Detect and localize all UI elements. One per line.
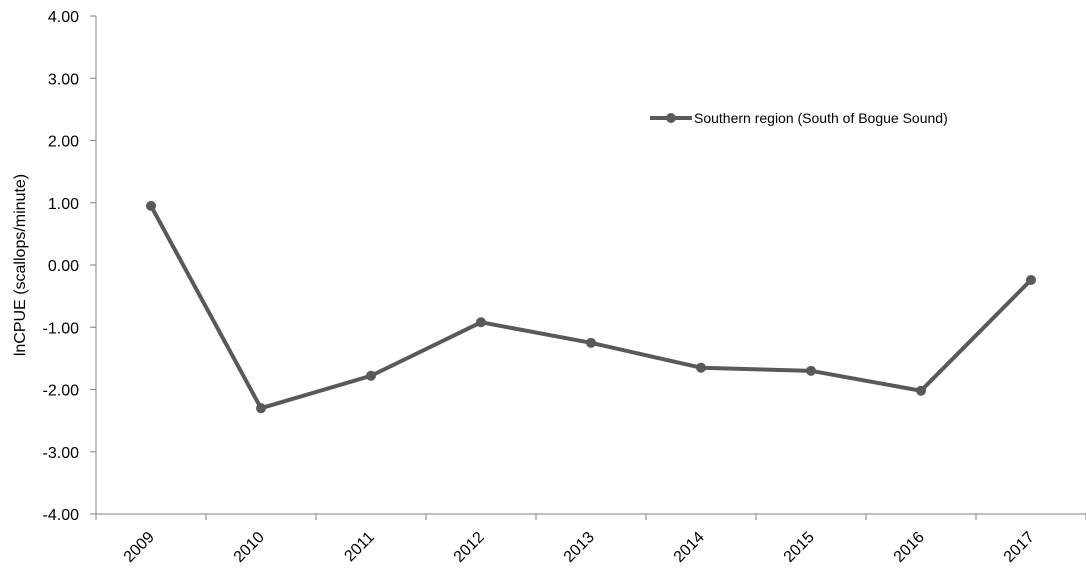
y-tick-label: 0.00: [48, 258, 79, 275]
y-tick-label: 4.00: [48, 9, 79, 26]
y-axis-label: lnCPUE (scallops/minute): [12, 174, 29, 356]
data-point: [256, 403, 266, 414]
y-tick-label: 1.00: [48, 196, 79, 213]
data-point: [366, 370, 376, 381]
x-tick-label: 2017: [1001, 529, 1038, 566]
y-tick-label: -1.00: [43, 320, 80, 337]
x-axis: 2009 2010 2011 2012 2013 2014 2015 2016 2017: [95, 513, 1086, 566]
y-tick-label: -2.00: [43, 383, 80, 400]
x-tick-label: 2011: [341, 529, 377, 565]
x-tick-label: 2012: [451, 529, 488, 566]
x-tick-label: 2013: [561, 529, 598, 566]
y-tick-label: 2.00: [48, 134, 79, 151]
y-tick-label: -4.00: [43, 507, 80, 524]
data-point: [146, 200, 156, 211]
x-tick-label: 2016: [891, 529, 928, 566]
x-tick-label: 2015: [781, 529, 818, 566]
legend-label: Southern region (South of Bogue Sound): [694, 110, 948, 126]
y-tick-label: 3.00: [48, 71, 79, 88]
data-point: [476, 317, 486, 328]
series-line: [149, 204, 1033, 411]
x-tick-label: 2014: [671, 529, 708, 566]
legend-marker-swatch: [666, 113, 676, 123]
data-point: [696, 362, 706, 373]
data-point: [806, 365, 816, 376]
y-axis: -4.00 -3.00 -2.00 -1.00 0.00 1.00 2.00 3.00 4.00: [43, 9, 97, 524]
y-tick-label: -3.00: [43, 445, 80, 462]
data-point: [916, 385, 926, 396]
data-point: [1026, 274, 1036, 285]
x-tick-label: 2009: [121, 529, 158, 566]
data-point: [586, 337, 596, 348]
series-layer: [146, 200, 1036, 414]
x-tick-label: 2010: [231, 529, 268, 566]
legend: Southern region (South of Bogue Sound): [650, 110, 948, 126]
